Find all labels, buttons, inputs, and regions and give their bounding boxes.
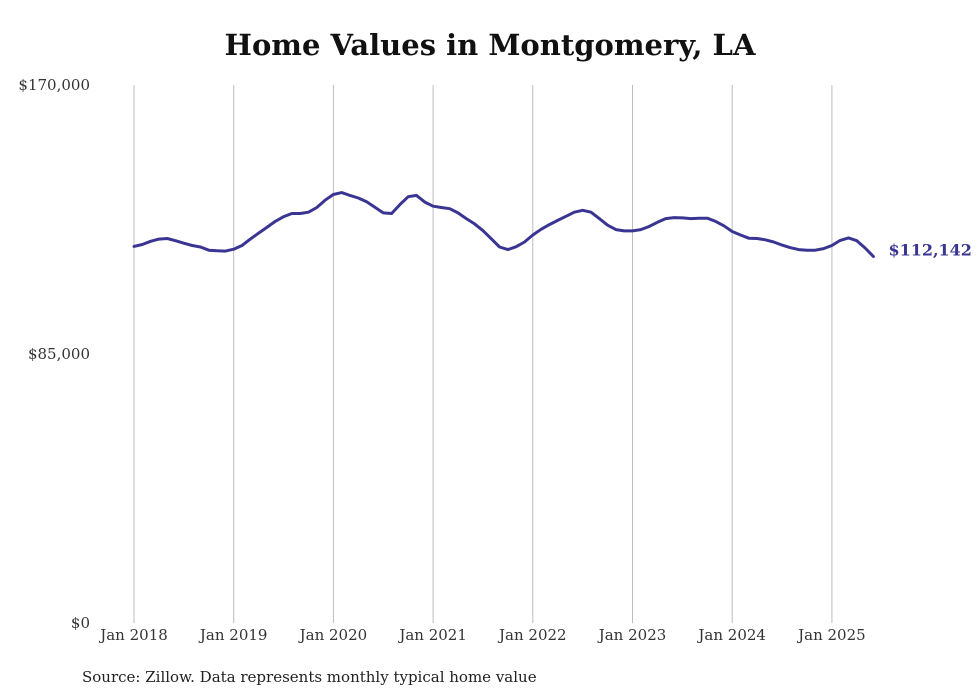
x-tick-label: Jan 2025 (796, 626, 866, 644)
chart-title: Home Values in Montgomery, LA (224, 28, 756, 62)
y-axis-ticks: $0 $85,000 $170,000 (18, 76, 90, 632)
x-tick-label: Jan 2019 (198, 626, 268, 644)
gridlines (133, 85, 833, 623)
x-tick-label: Jan 2021 (397, 626, 467, 644)
y-tick-label: $85,000 (28, 345, 90, 363)
x-tick-label: Jan 2020 (298, 626, 368, 644)
y-tick-label: $170,000 (18, 76, 90, 94)
x-tick-label: Jan 2022 (497, 626, 567, 644)
y-tick-label: $0 (71, 614, 90, 632)
home-value-line (132, 191, 875, 258)
source-note: Source: Zillow. Data represents monthly … (82, 668, 537, 686)
x-axis-ticks: Jan 2018 Jan 2019 Jan 2020 Jan 2021 Jan 2022… (98, 626, 865, 644)
x-tick-label: Jan 2024 (696, 626, 766, 644)
last-value-label: $112,142 (888, 241, 972, 260)
x-tick-label: Jan 2023 (597, 626, 667, 644)
x-tick-label: Jan 2018 (98, 626, 168, 644)
